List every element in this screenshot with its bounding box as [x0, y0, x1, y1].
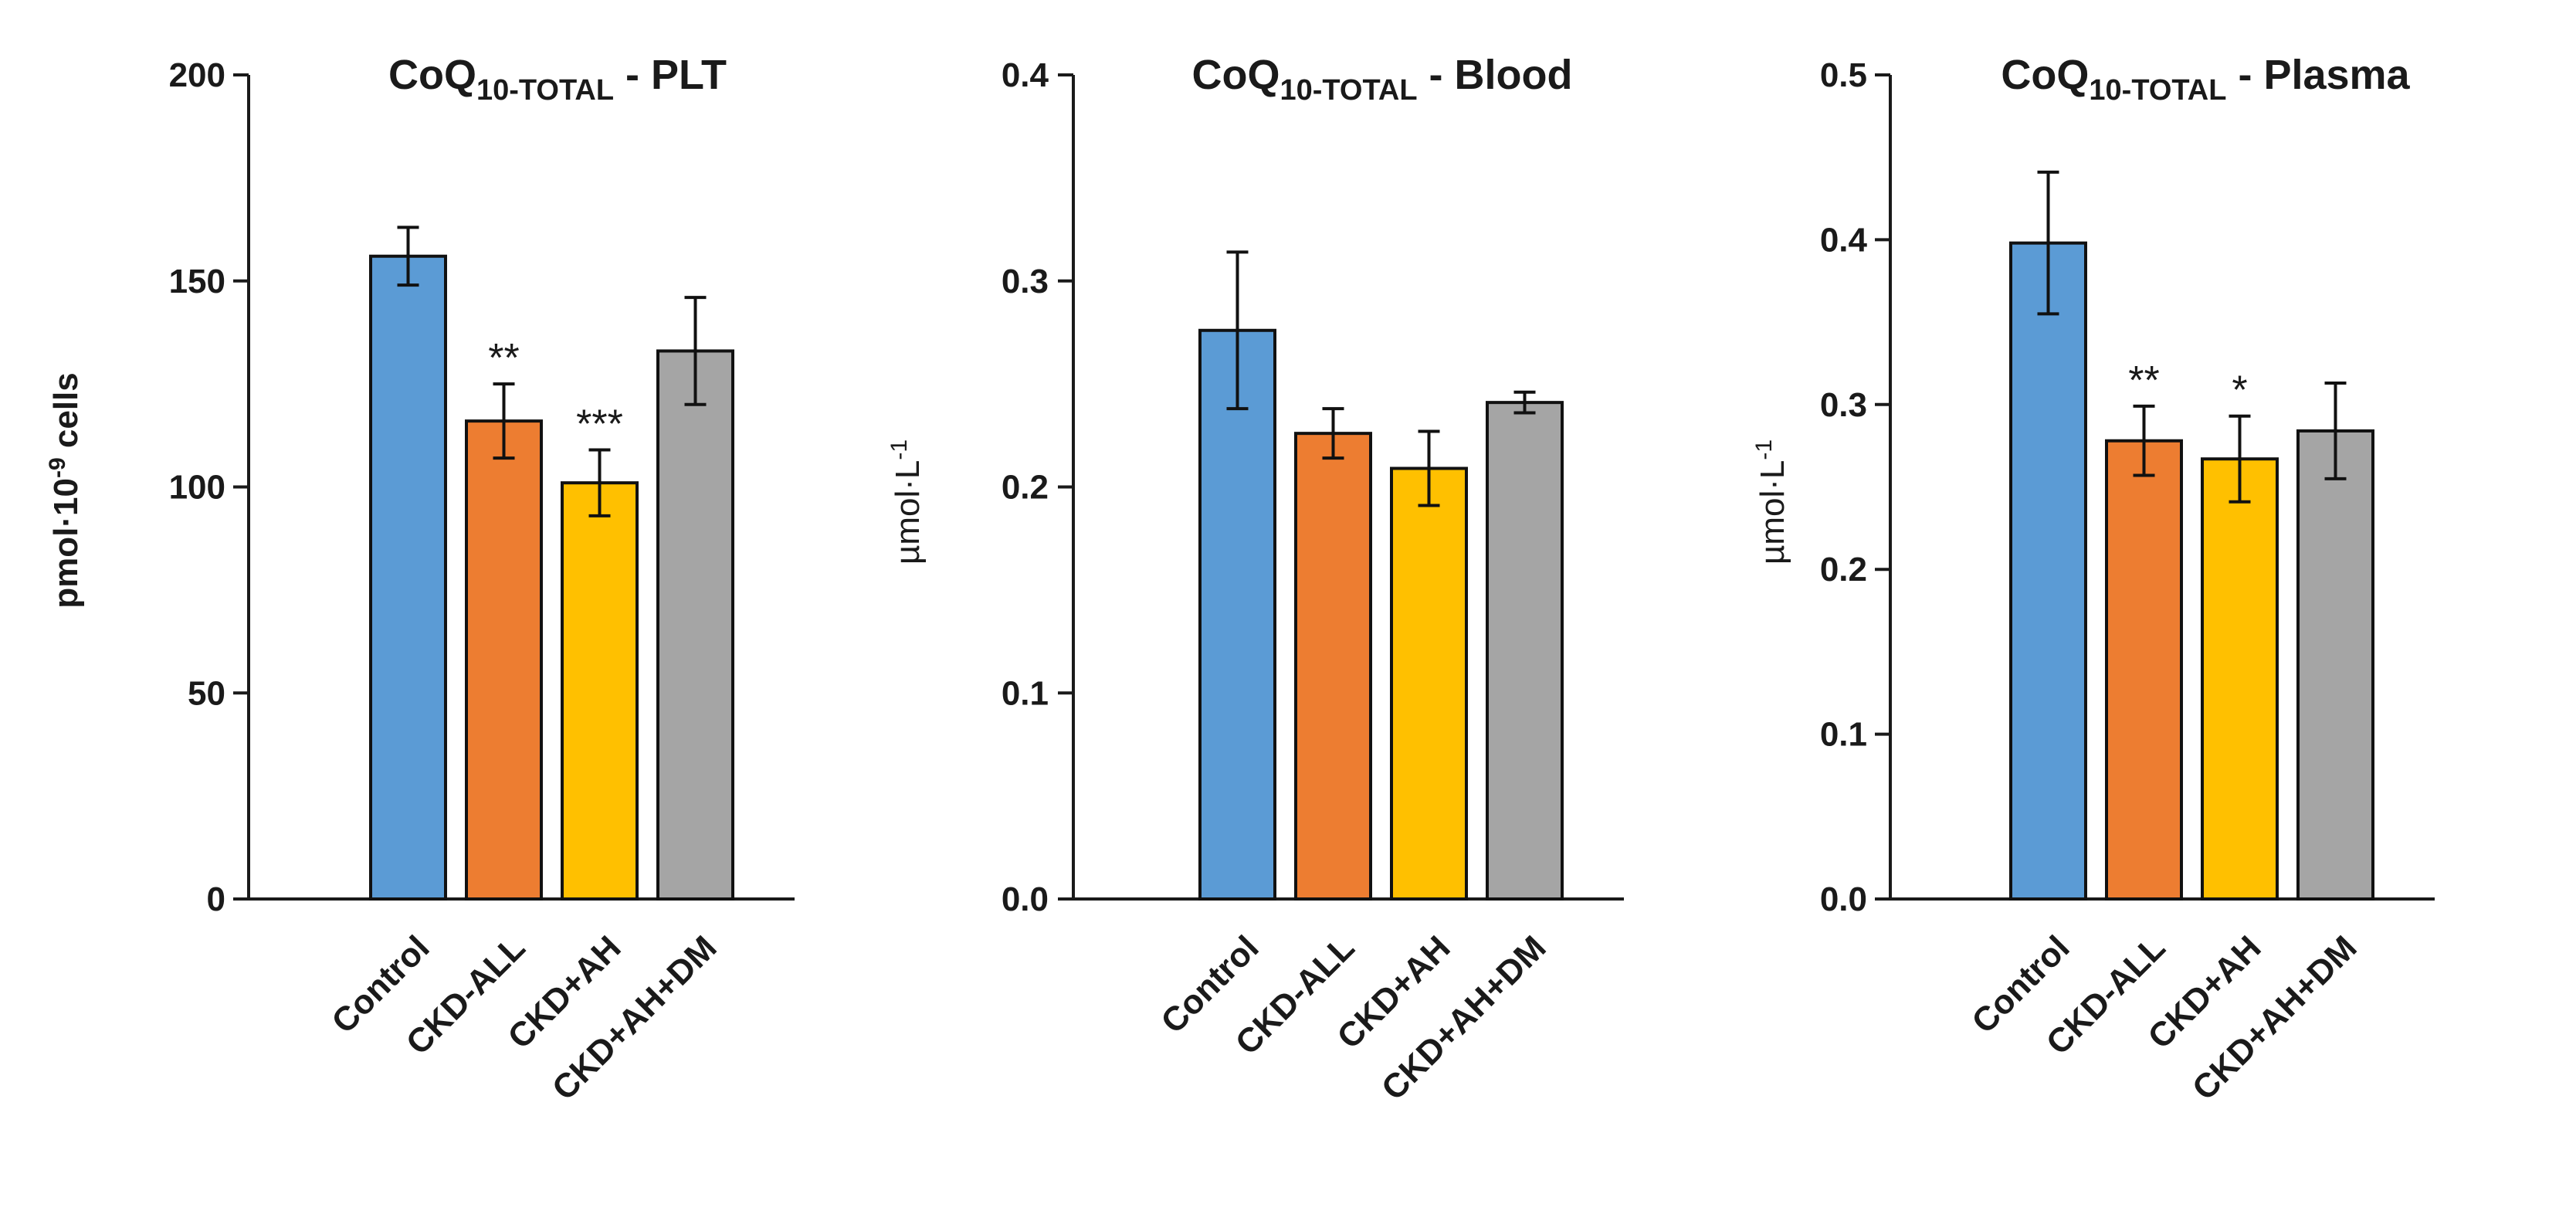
title-main: CoQ — [388, 52, 476, 98]
bar-ckd-ah-dm — [1486, 401, 1564, 901]
error-bar — [1226, 250, 1249, 411]
chart-panel-3: 0.0 0.1 0.2 0.3 0.4 0.5 CoQ10-TOTAL - Plasma µm… — [1751, 52, 2435, 1108]
y-tick-label: 50 — [188, 674, 225, 712]
category-label: CKD+AH+DM — [1374, 928, 1554, 1108]
significance-marker: * — [2232, 368, 2247, 413]
y-tick-label: 0.0 — [1002, 880, 1049, 918]
bar-control — [1198, 328, 1276, 901]
error-bar — [1322, 407, 1344, 460]
title-main: CoQ — [1191, 52, 1280, 98]
significance-marker: ** — [488, 336, 519, 381]
chart-panel-1: 0 50 100 150 200 CoQ10-TOTAL - PLT pmol·10-9 c… — [45, 52, 795, 1108]
title-subscript: 10-TOTAL — [1280, 74, 1417, 107]
y-axis-label: µmol·L-1 — [886, 439, 927, 565]
error-bar — [588, 448, 611, 517]
y-tick-label: 150 — [169, 263, 225, 300]
bar-ckd-all — [1294, 432, 1372, 901]
y-tick-label: 0.2 — [1820, 551, 1867, 589]
y-tick-label: 0.1 — [1820, 716, 1867, 754]
error-bar — [2324, 382, 2347, 480]
y-axis-label: pmol·10-9 cells — [45, 372, 85, 608]
title-main: CoQ — [2001, 52, 2089, 98]
error-bar — [397, 226, 419, 287]
chart-title: CoQ10-TOTAL - Plasma — [2001, 52, 2410, 107]
title-rest: - Plasma — [2226, 52, 2410, 98]
y-tick-label: 0 — [207, 880, 225, 918]
significance-marker: *** — [576, 402, 623, 446]
bar-ckd-ah — [2201, 457, 2279, 901]
error-bar — [684, 296, 707, 406]
bar-ckd-ah — [1390, 466, 1468, 901]
significance-marker: ** — [2128, 358, 2159, 403]
bar-control — [369, 254, 447, 901]
y-tick-label: 0.2 — [1002, 469, 1049, 507]
error-bar — [1513, 390, 1536, 415]
y-axis-label: µmol·L-1 — [1751, 439, 1791, 565]
y-tick-label: 200 — [169, 56, 225, 94]
chart-panel-2: 0.0 0.1 0.2 0.3 0.4 CoQ10-TOTAL - Blood µmol·L… — [886, 52, 1624, 1108]
title-subscript: 10-TOTAL — [476, 74, 614, 107]
y-tick-label: 0.4 — [1820, 221, 1868, 259]
chart-title: CoQ10-TOTAL - Blood — [1191, 52, 1572, 107]
bar-ckd-all — [465, 419, 543, 901]
title-rest: - Blood — [1418, 52, 1573, 98]
error-bar — [493, 382, 515, 460]
y-tick-label: 0.3 — [1002, 263, 1049, 300]
bar-control — [2009, 241, 2087, 901]
y-tick-label: 0.5 — [1820, 56, 1867, 94]
y-tick-label: 0.0 — [1820, 880, 1867, 918]
y-tick-label: 0.3 — [1820, 386, 1867, 424]
bar-ckd-ah-dm — [656, 349, 734, 901]
chart-title: CoQ10-TOTAL - PLT — [388, 52, 727, 107]
category-label: CKD+AH+DM — [2185, 928, 2364, 1108]
bar-ckd-all — [2105, 439, 2183, 901]
category-label: CKD+AH+DM — [545, 928, 724, 1108]
error-bar — [1418, 429, 1440, 507]
error-bar — [2229, 414, 2251, 504]
bar-ckd-ah-dm — [2296, 429, 2374, 901]
error-bar — [2133, 404, 2155, 477]
title-rest: - PLT — [614, 52, 727, 98]
y-tick-label: 100 — [169, 469, 225, 507]
error-bar — [2037, 170, 2059, 316]
y-tick-label: 0.1 — [1002, 674, 1049, 712]
bar-ckd-ah — [561, 481, 639, 901]
y-tick-label: 0.4 — [1002, 56, 1049, 94]
title-subscript: 10-TOTAL — [2089, 74, 2226, 107]
